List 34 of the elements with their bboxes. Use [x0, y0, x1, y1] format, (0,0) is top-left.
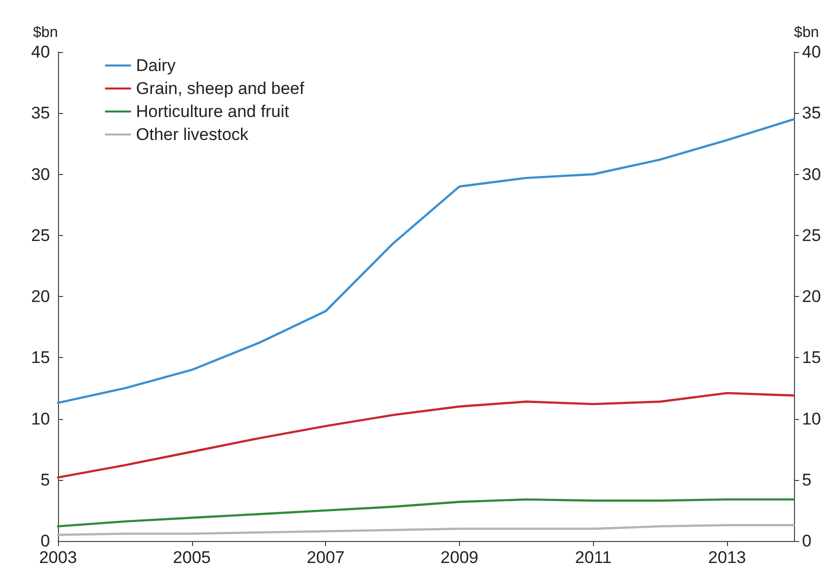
x-tick-label: 2013 [708, 548, 746, 567]
y2-tick-label: 0 [802, 532, 812, 550]
y-tick-label: 15 [31, 348, 50, 368]
x-tick-label: 2005 [172, 548, 211, 567]
y2-tick-label: 35 [802, 104, 821, 123]
line-series [56, 392, 796, 479]
x-tick-label: 2003 [39, 548, 77, 567]
y-tick-label: 25 [31, 226, 50, 245]
y2-tick-label: 30 [802, 164, 821, 184]
y-tick-label: 30 [31, 164, 50, 184]
legend-label: Grain, sheep and beef [136, 79, 305, 98]
legend-label: Dairy [136, 56, 176, 75]
y-tick-label: 0 [40, 532, 50, 550]
y2-tick-label: 20 [802, 287, 821, 306]
y-tick-label: 20 [31, 287, 50, 306]
line-series [56, 524, 796, 536]
x-tick-label: 2007 [306, 548, 345, 567]
y-tick-label: 10 [31, 409, 50, 428]
y-axis-title: $bn [32, 24, 58, 41]
x-tick-label: 2009 [440, 548, 478, 567]
y-tick-label: 40 [31, 42, 50, 62]
y-tick-label: 5 [40, 470, 50, 490]
y2-tick-label: 25 [802, 226, 821, 245]
legend-label: Horticulture and fruit [136, 102, 290, 121]
legend-label: Other livestock [136, 125, 249, 144]
y2-tick-label: 5 [802, 470, 812, 490]
y2-tick-label: 40 [802, 42, 821, 62]
y-tick-label: 35 [31, 104, 50, 123]
x-tick-label: 2011 [574, 548, 612, 567]
y2-tick-label: 15 [802, 348, 821, 368]
line-series [56, 118, 796, 404]
y2-axis-title: $bn [794, 24, 820, 41]
y2-tick-label: 10 [802, 409, 821, 428]
line-series [56, 498, 796, 528]
